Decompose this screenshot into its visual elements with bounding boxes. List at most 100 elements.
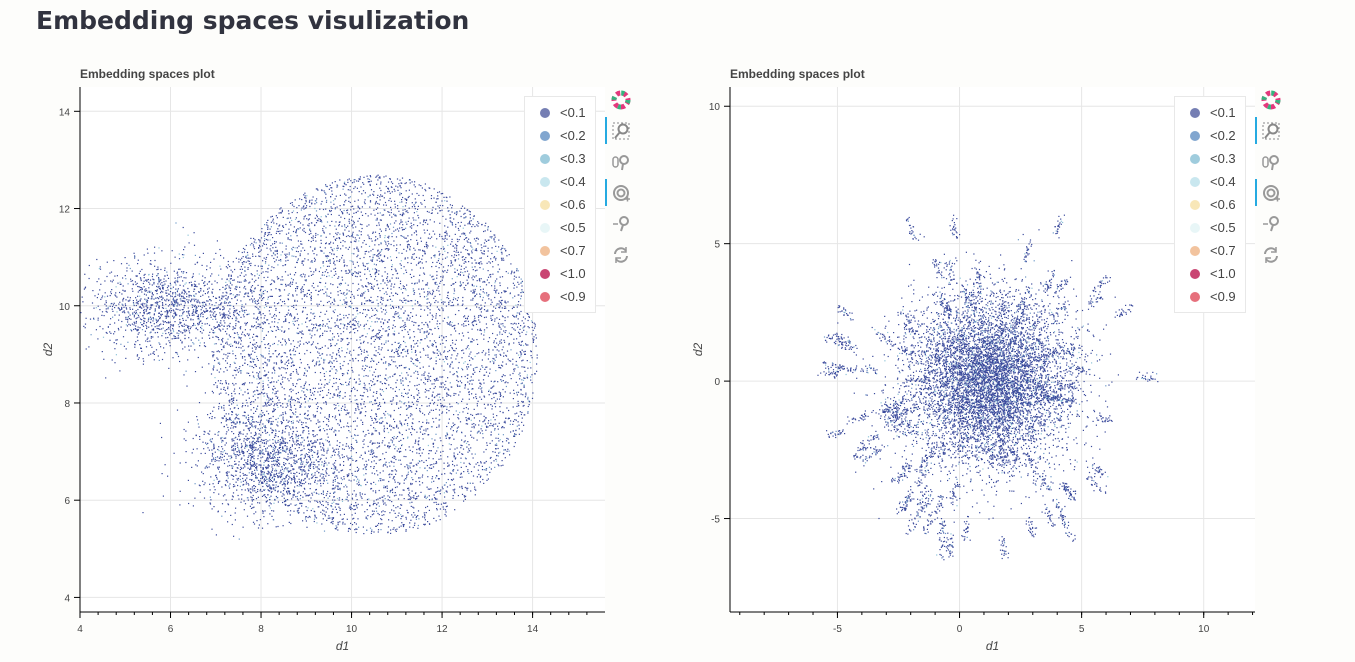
data-point (517, 391, 520, 393)
data-point (324, 513, 326, 515)
data-point (336, 247, 338, 249)
data-point (121, 303, 123, 305)
data-point (379, 388, 381, 390)
data-point (119, 301, 121, 303)
left-plot[interactable]: Embedding spaces plot 4 6 8 10 12 14 4 6 8 10 12 14… (0, 60, 640, 660)
data-point (486, 262, 488, 264)
data-point (406, 372, 408, 374)
data-point (513, 392, 515, 395)
data-point (372, 301, 374, 303)
data-point (348, 269, 350, 271)
data-point (399, 192, 401, 194)
data-point (138, 286, 140, 288)
data-point (154, 309, 156, 311)
data-point (354, 200, 356, 202)
data-point (461, 453, 463, 455)
data-point (463, 362, 465, 364)
data-point (374, 272, 376, 274)
data-point (138, 306, 141, 308)
data-point (275, 395, 277, 397)
data-point (483, 451, 485, 453)
data-point (518, 312, 520, 314)
data-point (333, 431, 335, 433)
data-point (202, 305, 204, 307)
data-point (398, 347, 400, 349)
data-point (264, 315, 266, 317)
data-point (332, 200, 335, 202)
data-point (244, 322, 246, 324)
data-point (378, 222, 380, 224)
data-point (407, 436, 409, 438)
data-point (466, 307, 468, 309)
data-point (325, 243, 327, 245)
data-point (446, 234, 448, 236)
data-point (248, 484, 250, 486)
data-point (119, 283, 121, 285)
data-point (445, 511, 447, 513)
data-point (255, 242, 257, 244)
data-point (457, 426, 460, 428)
data-point (243, 474, 245, 476)
data-point (157, 273, 159, 275)
data-point (416, 452, 418, 454)
data-point (354, 317, 356, 319)
data-point (329, 397, 331, 399)
data-point (338, 506, 340, 508)
data-point (408, 207, 410, 209)
data-point (463, 500, 465, 502)
data-point (217, 380, 219, 382)
data-point (333, 253, 335, 256)
data-point (496, 334, 498, 336)
data-point (218, 351, 221, 353)
data-point (325, 227, 327, 229)
data-point (289, 313, 292, 315)
data-point (522, 344, 525, 347)
data-point (175, 314, 177, 317)
data-point (436, 283, 438, 286)
data-point (431, 399, 433, 401)
data-point (213, 366, 215, 368)
data-point (464, 387, 466, 389)
data-point (372, 504, 374, 506)
data-point (422, 288, 425, 290)
data-point (309, 205, 311, 208)
data-point (155, 318, 157, 320)
data-point (417, 373, 419, 375)
data-point (275, 241, 277, 243)
data-point (314, 217, 316, 219)
data-point (277, 327, 279, 329)
data-point (333, 303, 335, 305)
data-point (196, 310, 198, 312)
data-point (353, 324, 355, 326)
data-point (399, 375, 401, 377)
data-point (335, 448, 337, 450)
data-point (426, 422, 428, 424)
data-point (259, 429, 261, 431)
data-point (110, 271, 113, 273)
data-point (311, 477, 314, 479)
data-point (284, 339, 286, 341)
data-point (370, 180, 372, 182)
data-point (205, 308, 207, 310)
data-point (173, 317, 175, 319)
data-point (176, 352, 178, 354)
data-point (464, 224, 466, 226)
data-point (281, 436, 283, 438)
data-point (460, 271, 462, 273)
data-point (444, 301, 446, 303)
data-point (399, 299, 401, 301)
data-point (300, 292, 302, 294)
data-point (473, 423, 475, 425)
data-point (137, 300, 139, 303)
data-point (395, 437, 397, 439)
data-point (310, 477, 313, 479)
data-point (225, 413, 227, 415)
data-point (225, 287, 227, 289)
data-point (199, 491, 201, 493)
data-point (438, 350, 440, 352)
data-point (319, 379, 322, 381)
data-point (263, 375, 265, 377)
data-point (231, 392, 233, 395)
data-point (499, 410, 501, 413)
